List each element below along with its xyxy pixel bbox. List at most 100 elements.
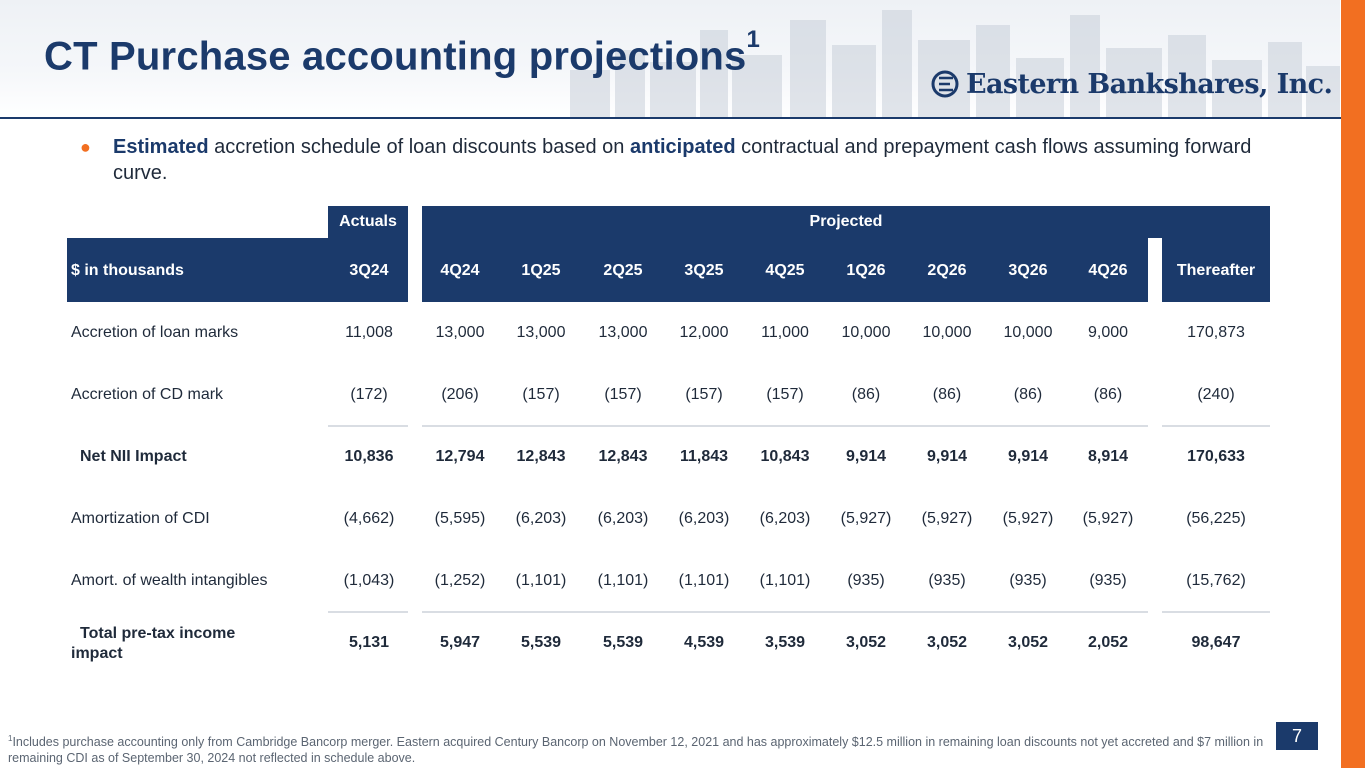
table-cell: 12,843: [516, 448, 566, 465]
table-cell: 11,000: [761, 324, 809, 341]
table-cell: 5,539: [602, 634, 644, 651]
table-cell: 10,000: [841, 324, 891, 341]
table-cell: 8,914: [1087, 448, 1129, 465]
table-cell: 170,873: [1187, 324, 1245, 341]
accent-sidebar: [1341, 0, 1365, 768]
column-header-thereafter: Thereafter: [1176, 262, 1256, 279]
table-cell: (157): [766, 386, 804, 403]
table-cell: (6,203): [759, 510, 811, 527]
table-cell: (935): [928, 572, 966, 589]
column-header-4q26: 4Q26: [1088, 262, 1128, 279]
row-label-accretion-loan-marks: Accretion of loan marks: [71, 324, 239, 341]
separator-line: [1162, 611, 1270, 613]
table-cell: 9,000: [1087, 324, 1129, 341]
table-cell: (157): [685, 386, 723, 403]
column-header-2q26: 2Q26: [927, 262, 967, 279]
separator-line: [328, 425, 408, 427]
group-header-projected: Projected: [422, 206, 1270, 238]
table-cell: 11,843: [679, 448, 729, 465]
column-header-4q24: 4Q24: [440, 262, 480, 279]
table-cell: (5,927): [840, 510, 892, 527]
group-header-actuals: Actuals: [328, 206, 408, 238]
table-cell: (6,203): [597, 510, 649, 527]
row-label-amort-wealth-intangibles: Amort. of wealth intangibles: [71, 572, 268, 589]
bullet-text: Estimated accretion schedule of loan dis…: [113, 134, 1270, 186]
table-cell: (5,595): [434, 510, 486, 527]
row-label-total-pretax-income: Total pre-tax income impact: [71, 624, 235, 664]
table-cell: 12,000: [679, 324, 729, 341]
separator-line: [422, 611, 1148, 613]
footnote-marker: 1: [8, 734, 13, 743]
column-header-bar-projected: [422, 238, 1148, 302]
eastern-logo-icon: [931, 70, 959, 98]
table-cell: 9,914: [845, 448, 887, 465]
table-cell: (157): [522, 386, 560, 403]
table-cell: 3,052: [845, 634, 887, 651]
row-label-accretion-cd-mark: Accretion of CD mark: [71, 386, 224, 403]
table-cell: (15,762): [1186, 572, 1246, 589]
table-cell: 13,000: [598, 324, 648, 341]
city-skyline-image: [570, 10, 1340, 118]
table-cell: 2,052: [1087, 634, 1129, 651]
bullet-emphasis-estimated: Estimated: [113, 136, 209, 158]
separator-line: [1162, 425, 1270, 427]
bullet-emphasis-anticipated: anticipated: [629, 136, 736, 158]
table-cell: 12,794: [435, 448, 485, 465]
table-cell: 13,000: [516, 324, 566, 341]
table-cell: (5,927): [1082, 510, 1134, 527]
page-number: 7: [1276, 722, 1318, 750]
table-cell: (206): [441, 386, 479, 403]
table-cell: (5,927): [1002, 510, 1054, 527]
table-cell: 12,843: [598, 448, 648, 465]
column-header-4q25: 4Q25: [765, 262, 805, 279]
table-cell: (1,252): [434, 572, 486, 589]
bullet-text-part1: accretion schedule of loan discounts bas…: [208, 136, 630, 158]
separator-line: [328, 611, 408, 613]
table-cell: (86): [1013, 386, 1043, 403]
table-cell: (6,203): [515, 510, 567, 527]
table-cell: 5,131: [348, 634, 390, 651]
table-cell: (1,101): [515, 572, 567, 589]
column-header-label: $ in thousands: [71, 262, 184, 279]
table-cell: 98,647: [1191, 634, 1241, 651]
column-header-bar-thereafter: [1162, 238, 1270, 302]
table-cell: (1,101): [597, 572, 649, 589]
table-cell: (56,225): [1186, 510, 1246, 527]
table-cell: 10,836: [344, 448, 394, 465]
table-cell: (935): [1089, 572, 1127, 589]
footnote: 1Includes purchase accounting only from …: [8, 731, 1278, 766]
table-cell: (935): [1009, 572, 1047, 589]
table-cell: 5,539: [520, 634, 562, 651]
column-header-2q25: 2Q25: [603, 262, 643, 279]
bullet-point: ● Estimated accretion schedule of loan d…: [80, 134, 1270, 186]
table-cell: (5,927): [921, 510, 973, 527]
table-cell: 10,843: [760, 448, 810, 465]
table-cell: 11,008: [345, 324, 393, 341]
row-label-amortization-cdi: Amortization of CDI: [71, 510, 210, 527]
row-label-total-line1: Total pre-tax income: [80, 625, 236, 642]
table-cell: 3,052: [926, 634, 968, 651]
table-cell: (86): [1093, 386, 1123, 403]
table-cell: 13,000: [435, 324, 485, 341]
logo-text: Eastern Bankshares, Inc.: [966, 68, 1333, 100]
table-cell: (4,662): [343, 510, 395, 527]
table-cell: (1,043): [343, 572, 395, 589]
table-cell: 5,947: [439, 634, 481, 651]
table-cell: 9,914: [1007, 448, 1049, 465]
table-cell: (157): [604, 386, 642, 403]
column-header-3q25: 3Q25: [684, 262, 724, 279]
column-header-bar-actuals: [67, 238, 408, 302]
title-footnote-marker: 1: [746, 26, 761, 53]
title-text: CT Purchase accounting projections: [44, 34, 747, 79]
bullet-text-part2: contractual and prepayment cash flows as…: [113, 136, 1252, 184]
table-cell: (86): [932, 386, 962, 403]
column-header-3q24: 3Q24: [349, 262, 389, 279]
table-cell: (6,203): [678, 510, 730, 527]
column-header-3q26: 3Q26: [1008, 262, 1048, 279]
table-cell: (86): [851, 386, 881, 403]
company-logo: Eastern Bankshares, Inc.: [930, 66, 1333, 102]
table-cell: 3,052: [1007, 634, 1049, 651]
table-cell: 4,539: [683, 634, 725, 651]
column-header-1q25: 1Q25: [521, 262, 561, 279]
row-label-total-line2: impact: [71, 645, 123, 662]
